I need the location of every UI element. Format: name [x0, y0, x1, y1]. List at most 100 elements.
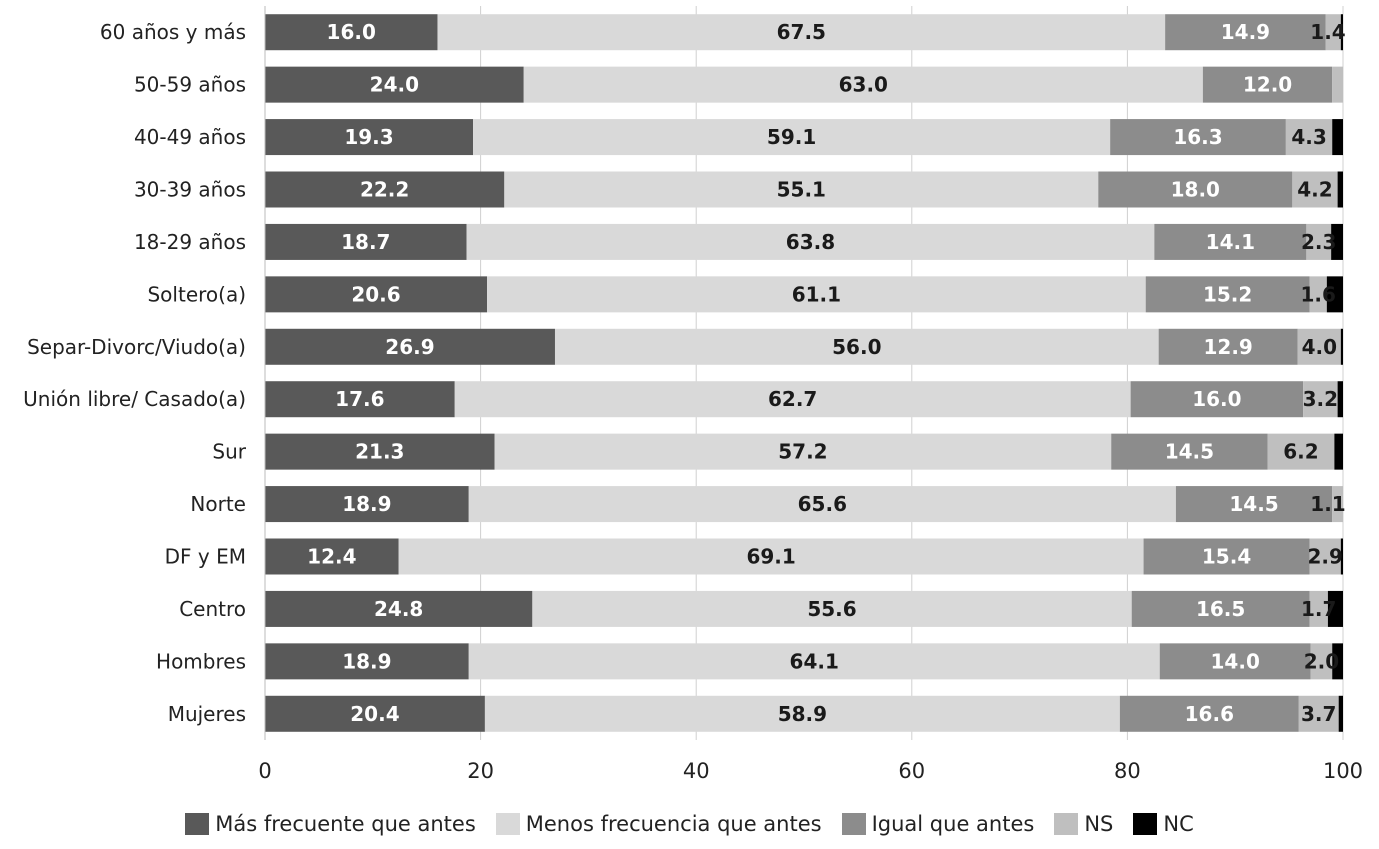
bar-segment [1154, 223, 1307, 260]
legend-swatch [1054, 813, 1079, 835]
bar-segment [1119, 695, 1299, 732]
category-label: 50-59 años [134, 73, 246, 97]
bar-segment [1332, 119, 1343, 156]
bar-segment [1306, 223, 1332, 260]
bar-segment [265, 590, 533, 627]
bar-segment [487, 276, 1146, 313]
data-label: 6.2 [1283, 440, 1318, 464]
data-label: 16.6 [1185, 702, 1234, 726]
bar-segment [398, 538, 1144, 575]
data-label: 1.6 [1300, 282, 1335, 306]
data-label: 17.6 [335, 387, 384, 411]
category-label: 60 años y más [100, 20, 246, 44]
bar-segment [265, 171, 505, 208]
data-label: 14.5 [1165, 440, 1214, 464]
bar-segment [265, 433, 495, 470]
bar-segment [1110, 119, 1286, 156]
category-label: Soltero(a) [147, 282, 246, 306]
data-label: 4.3 [1291, 125, 1326, 149]
bar-segment [1098, 171, 1293, 208]
x-tick-label: 60 [898, 759, 925, 783]
bar-segment [265, 328, 555, 365]
bar-segment [1332, 486, 1343, 523]
bar-segment [468, 643, 1160, 680]
legend-item: NS [1054, 812, 1113, 836]
category-labels: 60 años y más 50-59 años 40-49 años 30-39 a… [23, 20, 247, 726]
legend-label: Más frecuente que antes [215, 812, 476, 836]
category-label: Separ-Divorc/Viudo(a) [27, 335, 246, 359]
bar-segment [1309, 276, 1327, 313]
bar-segment [1145, 276, 1310, 313]
data-label: 2.3 [1301, 230, 1336, 254]
data-label: 18.0 [1171, 178, 1220, 202]
data-label: 18.9 [342, 649, 391, 673]
data-label: 69.1 [746, 545, 795, 569]
bar-segment [265, 538, 399, 575]
x-tick-label: 80 [1114, 759, 1141, 783]
bar-segment [1325, 14, 1341, 51]
bar-segment [1202, 66, 1333, 103]
data-label: 15.4 [1202, 545, 1251, 569]
category-label: Norte [190, 492, 246, 516]
bar-segment [1267, 433, 1335, 470]
legend-label: Menos frecuencia que antes [525, 812, 822, 836]
bar-segment [1331, 223, 1343, 260]
data-label: 63.8 [786, 230, 835, 254]
data-label: 16.3 [1173, 125, 1222, 149]
data-label: 64.1 [790, 649, 839, 673]
data-label: 20.4 [350, 702, 399, 726]
data-label: 65.6 [798, 492, 847, 516]
data-label: 14.1 [1206, 230, 1255, 254]
x-tick-label: 20 [467, 759, 494, 783]
legend-swatch [1133, 813, 1158, 835]
data-label: 14.9 [1221, 20, 1270, 44]
data-label: 19.3 [344, 125, 393, 149]
bar-segment [1340, 538, 1343, 575]
bar-segment [532, 590, 1132, 627]
bar-segment [437, 14, 1166, 51]
data-label: 15.2 [1203, 282, 1252, 306]
x-tick-label: 100 [1323, 759, 1363, 783]
data-label: 3.7 [1301, 702, 1336, 726]
data-label: 18.7 [341, 230, 390, 254]
bar-segment [265, 66, 524, 103]
segment-labels: 16.0 67.5 14.9 1.4 24.0 63.0 12.0 19.3 59.1 16.3 4… [307, 20, 1346, 726]
bar-segment [1298, 695, 1339, 732]
data-label: 58.9 [778, 702, 827, 726]
legend-label: NC [1163, 812, 1194, 836]
data-label: 16.0 [1192, 387, 1241, 411]
bar-segment [1158, 328, 1298, 365]
bar-segment [1309, 590, 1328, 627]
data-label: 1.7 [1301, 597, 1336, 621]
data-label: 20.6 [351, 282, 400, 306]
data-label: 56.0 [832, 335, 881, 359]
bar-segment [484, 695, 1120, 732]
data-label: 12.9 [1204, 335, 1253, 359]
data-label: 4.0 [1302, 335, 1337, 359]
data-label: 67.5 [777, 20, 826, 44]
data-label: 57.2 [778, 440, 827, 464]
bar-segment [454, 381, 1131, 418]
category-label: Centro [179, 597, 246, 621]
bar-segment [1297, 328, 1341, 365]
legend-swatch [185, 813, 210, 835]
bar-segment [1337, 381, 1343, 418]
category-label: Mujeres [168, 702, 246, 726]
bar-segment [1337, 171, 1343, 208]
bar-segment [1338, 695, 1343, 732]
bar-segment [1131, 590, 1310, 627]
legend: Más frecuente que antes Menos frecuencia … [0, 812, 1379, 836]
data-label: 12.0 [1243, 73, 1292, 97]
category-label: DF y EM [165, 545, 246, 569]
data-label: 2.0 [1304, 649, 1339, 673]
data-label: 24.8 [374, 597, 423, 621]
bar-segment [1165, 14, 1326, 51]
legend-item: NC [1133, 812, 1194, 836]
bar-segment [1292, 171, 1338, 208]
data-label: 16.5 [1196, 597, 1245, 621]
bar-segment [1130, 381, 1304, 418]
bar-segment [1332, 643, 1343, 680]
legend-item: Igual que antes [841, 812, 1034, 836]
data-label: 62.7 [768, 387, 817, 411]
data-label: 24.0 [370, 73, 419, 97]
